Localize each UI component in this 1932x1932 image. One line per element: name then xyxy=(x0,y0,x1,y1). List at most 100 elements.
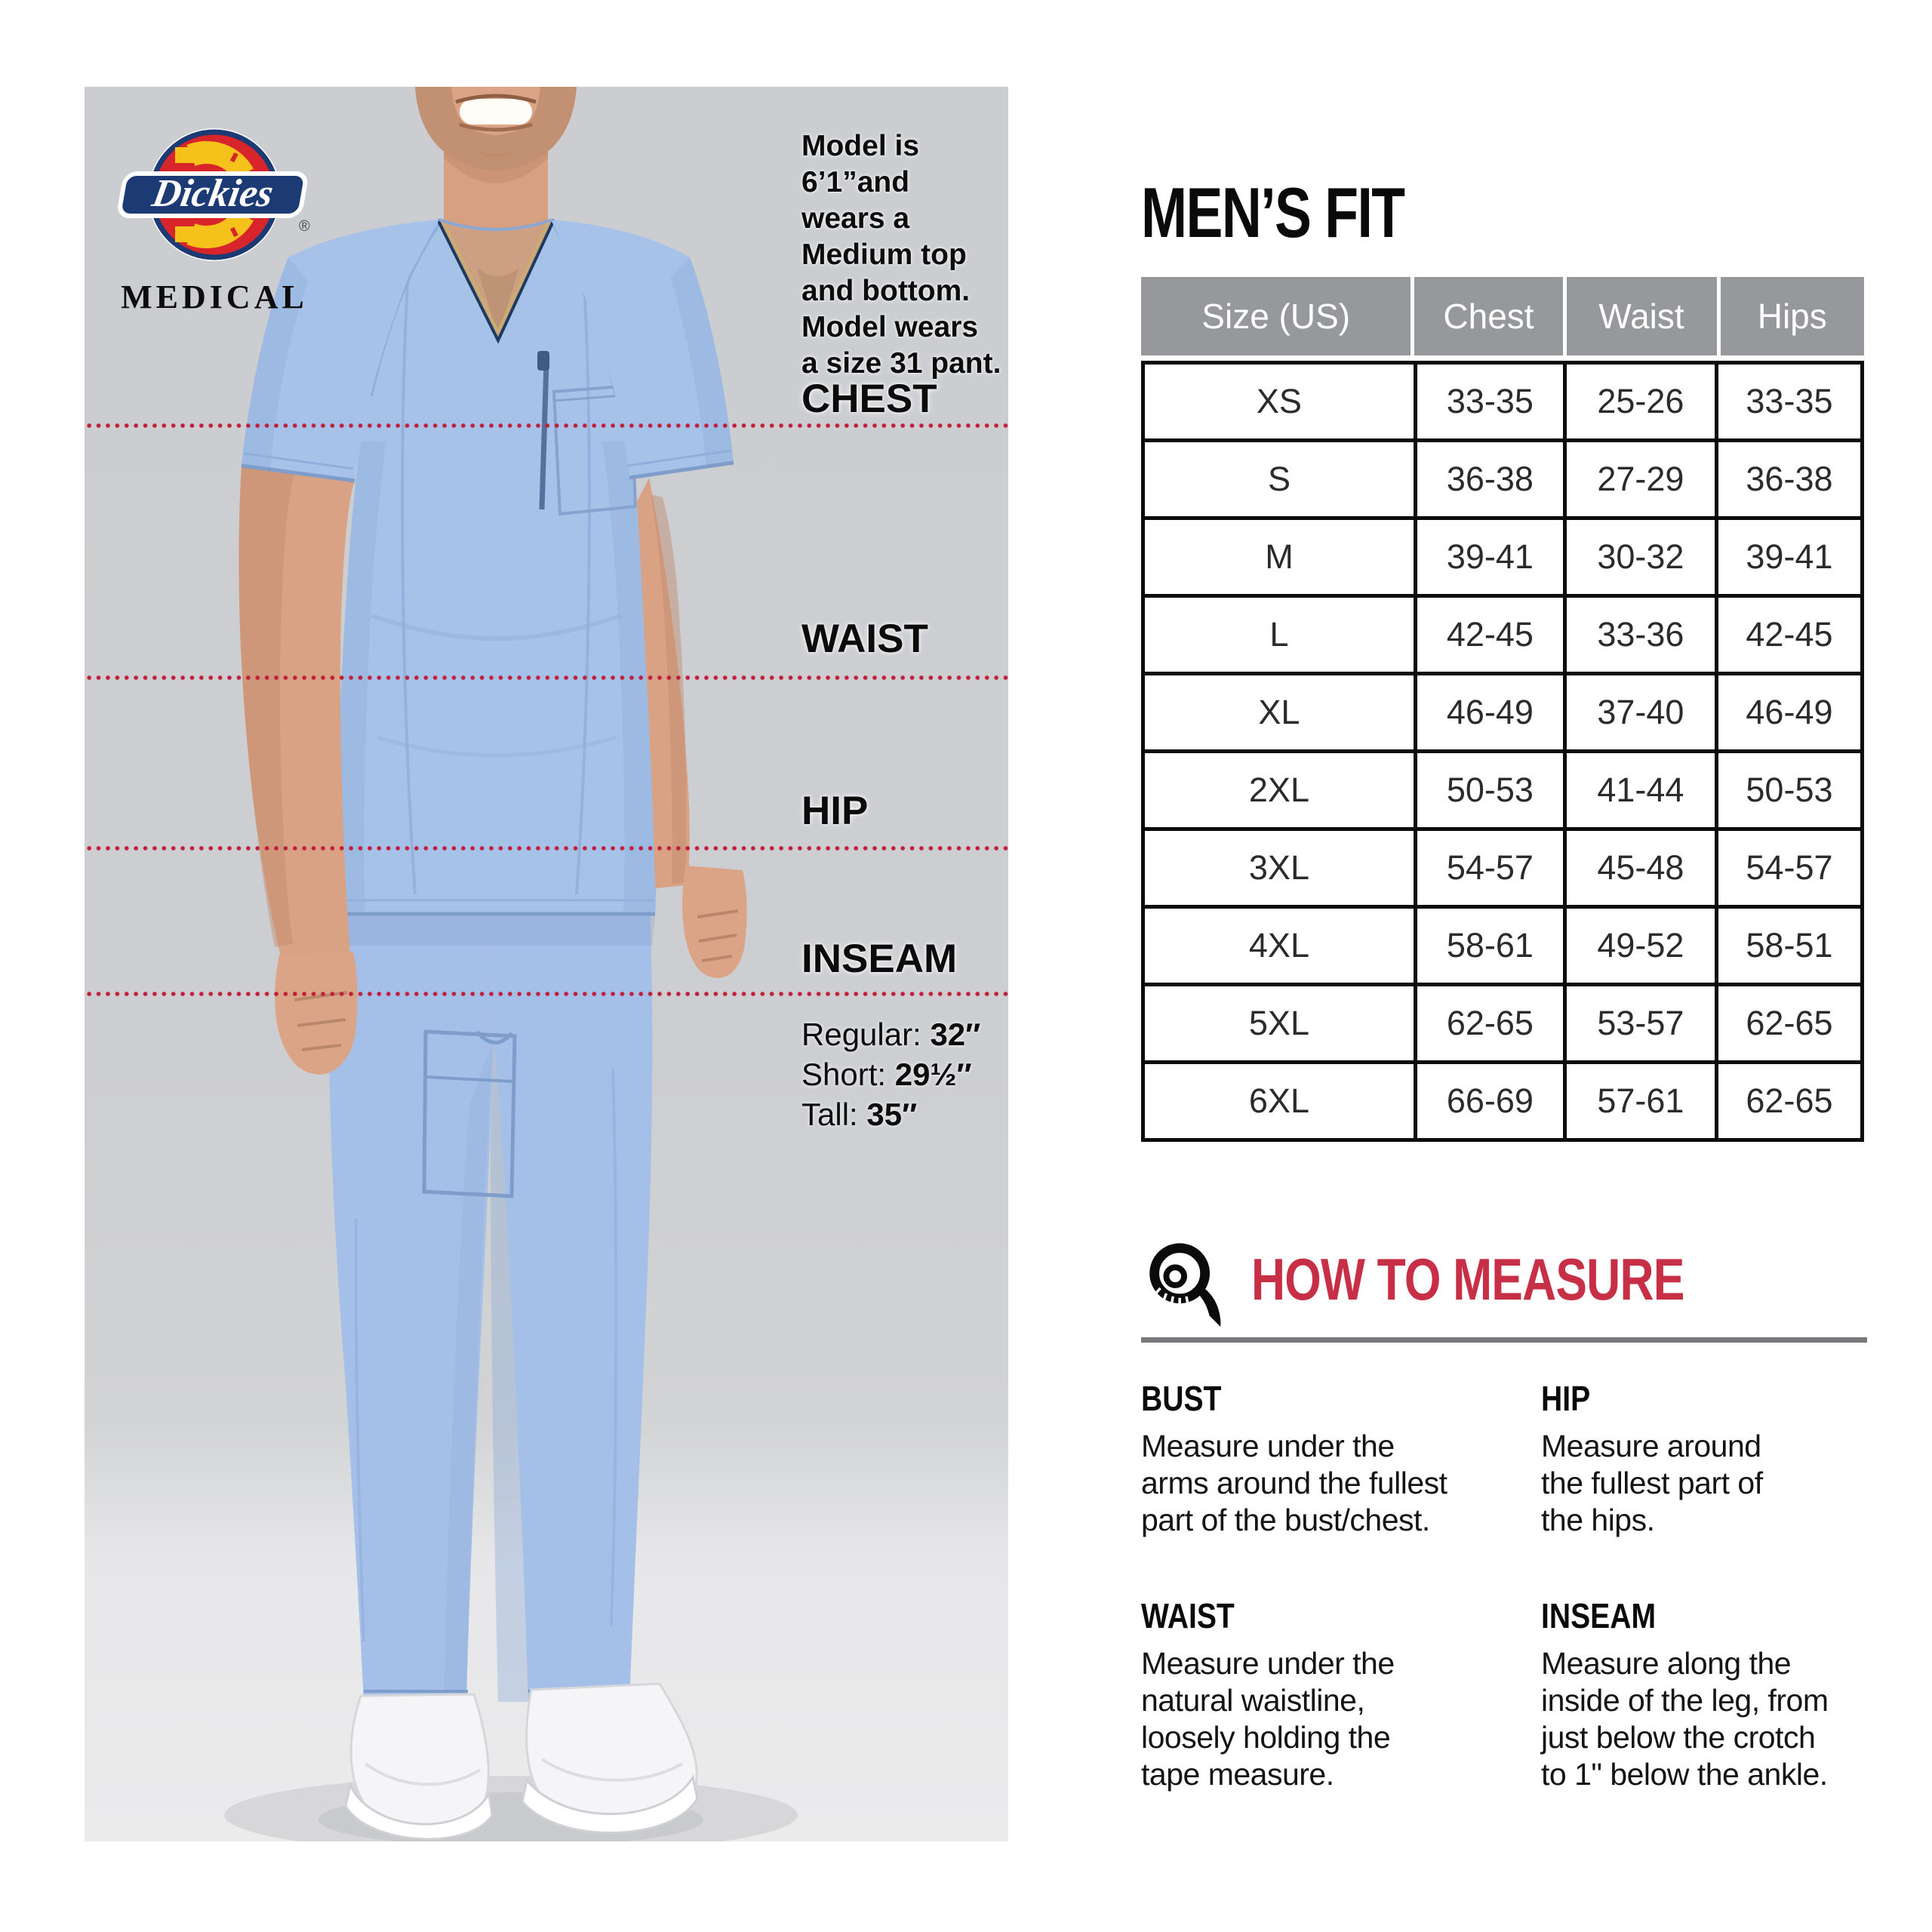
measure-section-text: Measure under the arms around the fulles… xyxy=(1141,1429,1447,1537)
brand-wordmark: Dickies xyxy=(149,171,277,215)
inseam-option-value: 35″ xyxy=(866,1097,918,1132)
chest-cell: 46-49 xyxy=(1413,672,1567,753)
chest-cell: 39-41 xyxy=(1413,516,1567,598)
column-header-hips: Hips xyxy=(1716,277,1864,355)
waist-cell: 37-40 xyxy=(1562,672,1718,753)
chest-cell: 62-65 xyxy=(1413,983,1567,1064)
table-row: 6XL 66-69 57-61 62-65 xyxy=(1141,1060,1865,1142)
table-row: L 42-45 33-36 42-45 xyxy=(1141,594,1865,675)
waist-label: WAIST xyxy=(801,617,928,661)
table-row: 5XL 62-65 53-57 62-65 xyxy=(1141,983,1865,1064)
chest-dotted-line xyxy=(85,422,1008,429)
column-header-size: Size (US) xyxy=(1201,297,1351,336)
waist-cell: 27-29 xyxy=(1562,438,1718,520)
registered-mark: ® xyxy=(299,218,310,235)
column-header-chest: Chest xyxy=(1411,277,1562,355)
inseam-option-value: 32″ xyxy=(930,1017,981,1052)
hips-cell: 46-49 xyxy=(1714,672,1865,753)
size-cell: L xyxy=(1141,594,1417,675)
measure-instructions: BUST Measure under the arms around the f… xyxy=(1141,1378,1867,1793)
size-cell: XL xyxy=(1141,672,1417,753)
measure-section-hip: HIP Measure around the fullest part of t… xyxy=(1541,1378,1867,1595)
column-header-waist: Waist xyxy=(1562,277,1717,355)
measure-section-bust: BUST Measure under the arms around the f… xyxy=(1141,1378,1496,1595)
chest-cell: 54-57 xyxy=(1413,827,1567,909)
brand-division-label: MEDICAL xyxy=(121,278,308,315)
measure-section-inseam: INSEAM Measure along the inside of the l… xyxy=(1541,1595,1867,1793)
section-divider xyxy=(1141,1337,1867,1343)
measure-section-heading: BUST xyxy=(1141,1379,1222,1418)
chest-cell: 50-53 xyxy=(1413,749,1567,831)
chest-cell: 42-45 xyxy=(1413,594,1567,675)
waist-cell: 57-61 xyxy=(1562,1060,1718,1142)
hips-cell: 62-65 xyxy=(1714,1060,1865,1142)
inseam-dotted-line xyxy=(85,990,1008,998)
hip-dotted-line xyxy=(85,844,1008,852)
inseam-option-label: Regular: xyxy=(801,1017,921,1052)
model-note: Model is 6’1”and wears a Medium top and … xyxy=(801,130,1001,380)
hips-cell: 36-38 xyxy=(1714,438,1865,520)
inseam-option: Short: 29½″ xyxy=(801,1054,980,1094)
waist-cell: 41-44 xyxy=(1562,749,1718,831)
table-row: 2XL 50-53 41-44 50-53 xyxy=(1141,749,1865,831)
table-row: S 36-38 27-29 36-38 xyxy=(1141,438,1865,520)
table-row: XL 46-49 37-40 46-49 xyxy=(1141,672,1865,753)
size-chart-header: Size (US) Chest Waist Hips xyxy=(1141,277,1864,355)
dickies-logo: Dickies ® xyxy=(112,125,317,276)
size-cell: 5XL xyxy=(1141,983,1417,1064)
hips-cell: 50-53 xyxy=(1714,749,1865,831)
hips-cell: 54-57 xyxy=(1714,827,1865,909)
hips-cell: 42-45 xyxy=(1714,594,1865,675)
inseam-option: Regular: 32″ xyxy=(801,1014,980,1054)
size-cell: 3XL xyxy=(1141,827,1417,909)
inseam-option: Tall: 35″ xyxy=(801,1094,980,1134)
inseam-option-value: 29½″ xyxy=(894,1057,972,1092)
arms xyxy=(238,466,747,1075)
table-row: 3XL 54-57 45-48 54-57 xyxy=(1141,827,1865,909)
size-cell: 4XL xyxy=(1141,905,1417,986)
dickies-logo-graphic: Dickies ® xyxy=(118,128,310,261)
scrub-pants xyxy=(328,894,653,1702)
model-photo xyxy=(85,87,1008,1841)
size-cell: M xyxy=(1141,516,1417,598)
how-to-measure-title-text: HOW TO MEASURE xyxy=(1251,1246,1684,1312)
inseam-option-label: Short: xyxy=(801,1057,887,1092)
size-cell: 2XL xyxy=(1141,749,1417,831)
chest-cell: 33-35 xyxy=(1413,361,1567,442)
waist-cell: 25-26 xyxy=(1562,361,1718,442)
size-chart-title: MEN’S FIT xyxy=(1141,172,1478,254)
measure-section-waist: WAIST Measure under the natural waistlin… xyxy=(1141,1595,1496,1793)
hips-cell: 58-51 xyxy=(1714,905,1865,986)
size-table-body: XS 33-35 25-26 33-35 S 36-38 27-29 36-38… xyxy=(1141,361,1865,1142)
chest-cell: 66-69 xyxy=(1413,1060,1567,1142)
size-cell: 6XL xyxy=(1141,1060,1417,1142)
tape-measure-icon xyxy=(1138,1236,1235,1333)
waist-cell: 49-52 xyxy=(1562,905,1718,986)
shoes xyxy=(344,1682,699,1841)
waist-cell: 30-32 xyxy=(1562,516,1718,598)
table-row: M 39-41 30-32 39-41 xyxy=(1141,516,1865,598)
measure-section-heading: HIP xyxy=(1541,1379,1591,1418)
chest-cell: 36-38 xyxy=(1413,438,1567,520)
measure-section-text: Measure along the inside of the leg, fro… xyxy=(1541,1646,1829,1792)
measure-section-text: Measure under the natural waistline, loo… xyxy=(1141,1646,1395,1792)
table-row: 4XL 58-61 49-52 58-51 xyxy=(1141,905,1865,986)
table-row: XS 33-35 25-26 33-35 xyxy=(1141,361,1865,442)
hips-cell: 62-65 xyxy=(1714,983,1865,1064)
size-table: XS 33-35 25-26 33-35 S 36-38 27-29 36-38… xyxy=(1141,361,1865,1142)
chest-cell: 58-61 xyxy=(1413,905,1567,986)
chest-label: CHEST xyxy=(801,377,937,421)
waist-dotted-line xyxy=(85,674,1008,681)
waist-cell: 53-57 xyxy=(1562,983,1718,1064)
waist-cell: 33-36 xyxy=(1562,594,1718,675)
model-illustration xyxy=(224,87,798,1841)
size-cell: S xyxy=(1141,438,1417,520)
size-cell: XS xyxy=(1141,361,1417,442)
measure-section-heading: INSEAM xyxy=(1541,1596,1657,1635)
hips-cell: 33-35 xyxy=(1714,361,1865,442)
hip-label: HIP xyxy=(801,789,869,833)
inseam-option-label: Tall: xyxy=(801,1097,858,1132)
measure-section-heading: WAIST xyxy=(1141,1596,1235,1635)
inseam-label: INSEAM xyxy=(801,937,958,981)
